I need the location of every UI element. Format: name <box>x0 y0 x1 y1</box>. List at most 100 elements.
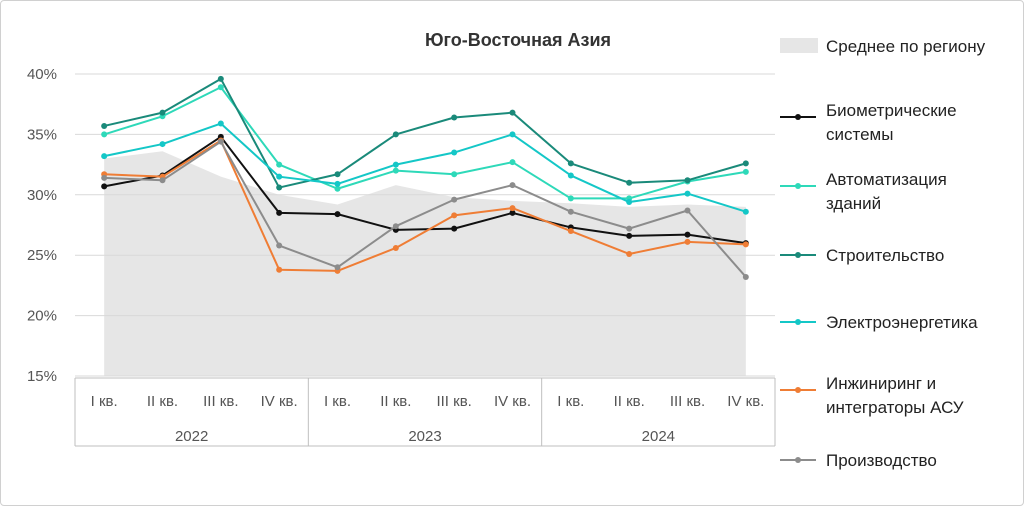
x-tick-label: III кв. <box>436 393 471 410</box>
legend-area-swatch <box>780 38 818 53</box>
series-line <box>103 86 746 200</box>
legend-label: зданий <box>826 194 881 213</box>
x-tick-label: IV кв. <box>727 393 764 410</box>
series-line <box>104 140 747 278</box>
data-point <box>159 141 166 148</box>
data-point <box>509 131 516 138</box>
data-point <box>101 153 108 160</box>
x-tick-label: III кв. <box>203 393 238 410</box>
data-point <box>626 225 633 232</box>
series-line <box>103 77 747 189</box>
data-point <box>567 228 574 235</box>
legend-label: интеграторы АСУ <box>826 398 964 417</box>
data-point <box>276 161 283 168</box>
data-point <box>742 273 749 280</box>
series-line <box>103 135 746 245</box>
data-point <box>217 120 224 127</box>
average-area <box>104 151 746 376</box>
x-year-label: 2024 <box>642 428 675 445</box>
data-point <box>101 131 108 138</box>
data-point <box>159 177 166 184</box>
data-point <box>334 171 341 178</box>
data-point <box>392 131 399 138</box>
x-year-label: 2023 <box>408 428 441 445</box>
x-tick-label: II кв. <box>614 393 645 410</box>
data-point <box>742 208 749 215</box>
legend-marker <box>795 114 801 120</box>
data-point <box>101 122 108 129</box>
legend-marker <box>795 457 801 463</box>
data-point <box>567 195 574 202</box>
data-point <box>276 173 283 180</box>
data-point <box>276 242 283 249</box>
data-point <box>509 159 516 166</box>
data-point <box>451 114 458 121</box>
y-tick-label: 25% <box>27 247 57 264</box>
x-tick-label: III кв. <box>670 393 705 410</box>
y-tick-label: 35% <box>27 126 57 143</box>
x-tick-label: I кв. <box>324 393 351 410</box>
data-point <box>101 183 108 190</box>
y-tick-label: 30% <box>27 187 57 204</box>
x-tick-label: I кв. <box>557 393 584 410</box>
data-point <box>567 208 574 215</box>
x-tick-label: II кв. <box>380 393 411 410</box>
data-point <box>276 266 283 273</box>
x-tick-label: II кв. <box>147 393 178 410</box>
legend: Среднее по региону Биометрические системы А… <box>780 37 986 470</box>
series-line <box>104 139 746 272</box>
data-point <box>392 167 399 174</box>
legend-label: Автоматизация <box>826 170 947 189</box>
y-tick-label: 20% <box>27 308 57 325</box>
data-point <box>159 109 166 116</box>
data-point <box>334 185 341 192</box>
legend-label: системы <box>826 125 893 144</box>
data-point <box>451 225 458 232</box>
x-tick-label: IV кв. <box>261 393 298 410</box>
legend-label: Среднее по региону <box>826 37 986 56</box>
data-point <box>276 184 283 191</box>
data-point <box>392 161 399 168</box>
x-tick-label: I кв. <box>91 393 118 410</box>
data-point <box>626 232 633 239</box>
data-point <box>684 190 691 197</box>
data-point <box>509 205 516 212</box>
data-point <box>742 168 749 175</box>
data-point <box>451 212 458 219</box>
data-point <box>451 171 458 178</box>
data-point <box>567 172 574 179</box>
data-point <box>684 231 691 238</box>
data-point <box>217 75 224 82</box>
series-line <box>103 122 747 213</box>
data-point <box>334 211 341 218</box>
data-point <box>742 241 749 248</box>
chart-title: Юго-Восточная Азия <box>425 30 611 50</box>
data-point <box>451 149 458 156</box>
data-point <box>392 223 399 230</box>
data-point <box>392 244 399 251</box>
legend-marker <box>795 387 801 393</box>
legend-label: Электроэнергетика <box>826 313 978 332</box>
y-tick-label: 15% <box>27 368 57 385</box>
legend-marker <box>795 183 801 189</box>
legend-label: Биометрические <box>826 101 957 120</box>
data-point <box>567 160 574 167</box>
legend-label: Производство <box>826 451 937 470</box>
legend-label: Строительство <box>826 246 944 265</box>
y-tick-label: 40% <box>27 66 57 83</box>
legend-marker <box>795 319 801 325</box>
data-point <box>509 182 516 189</box>
x-tick-label: IV кв. <box>494 393 531 410</box>
data-point <box>626 179 633 186</box>
legend-marker <box>795 252 801 258</box>
data-point <box>626 250 633 257</box>
data-point <box>101 174 108 181</box>
data-point <box>509 109 516 116</box>
data-point <box>217 138 224 145</box>
x-year-label: 2022 <box>175 428 208 445</box>
data-point <box>334 180 341 187</box>
data-point <box>217 84 224 91</box>
data-point <box>451 196 458 203</box>
data-point <box>276 209 283 216</box>
